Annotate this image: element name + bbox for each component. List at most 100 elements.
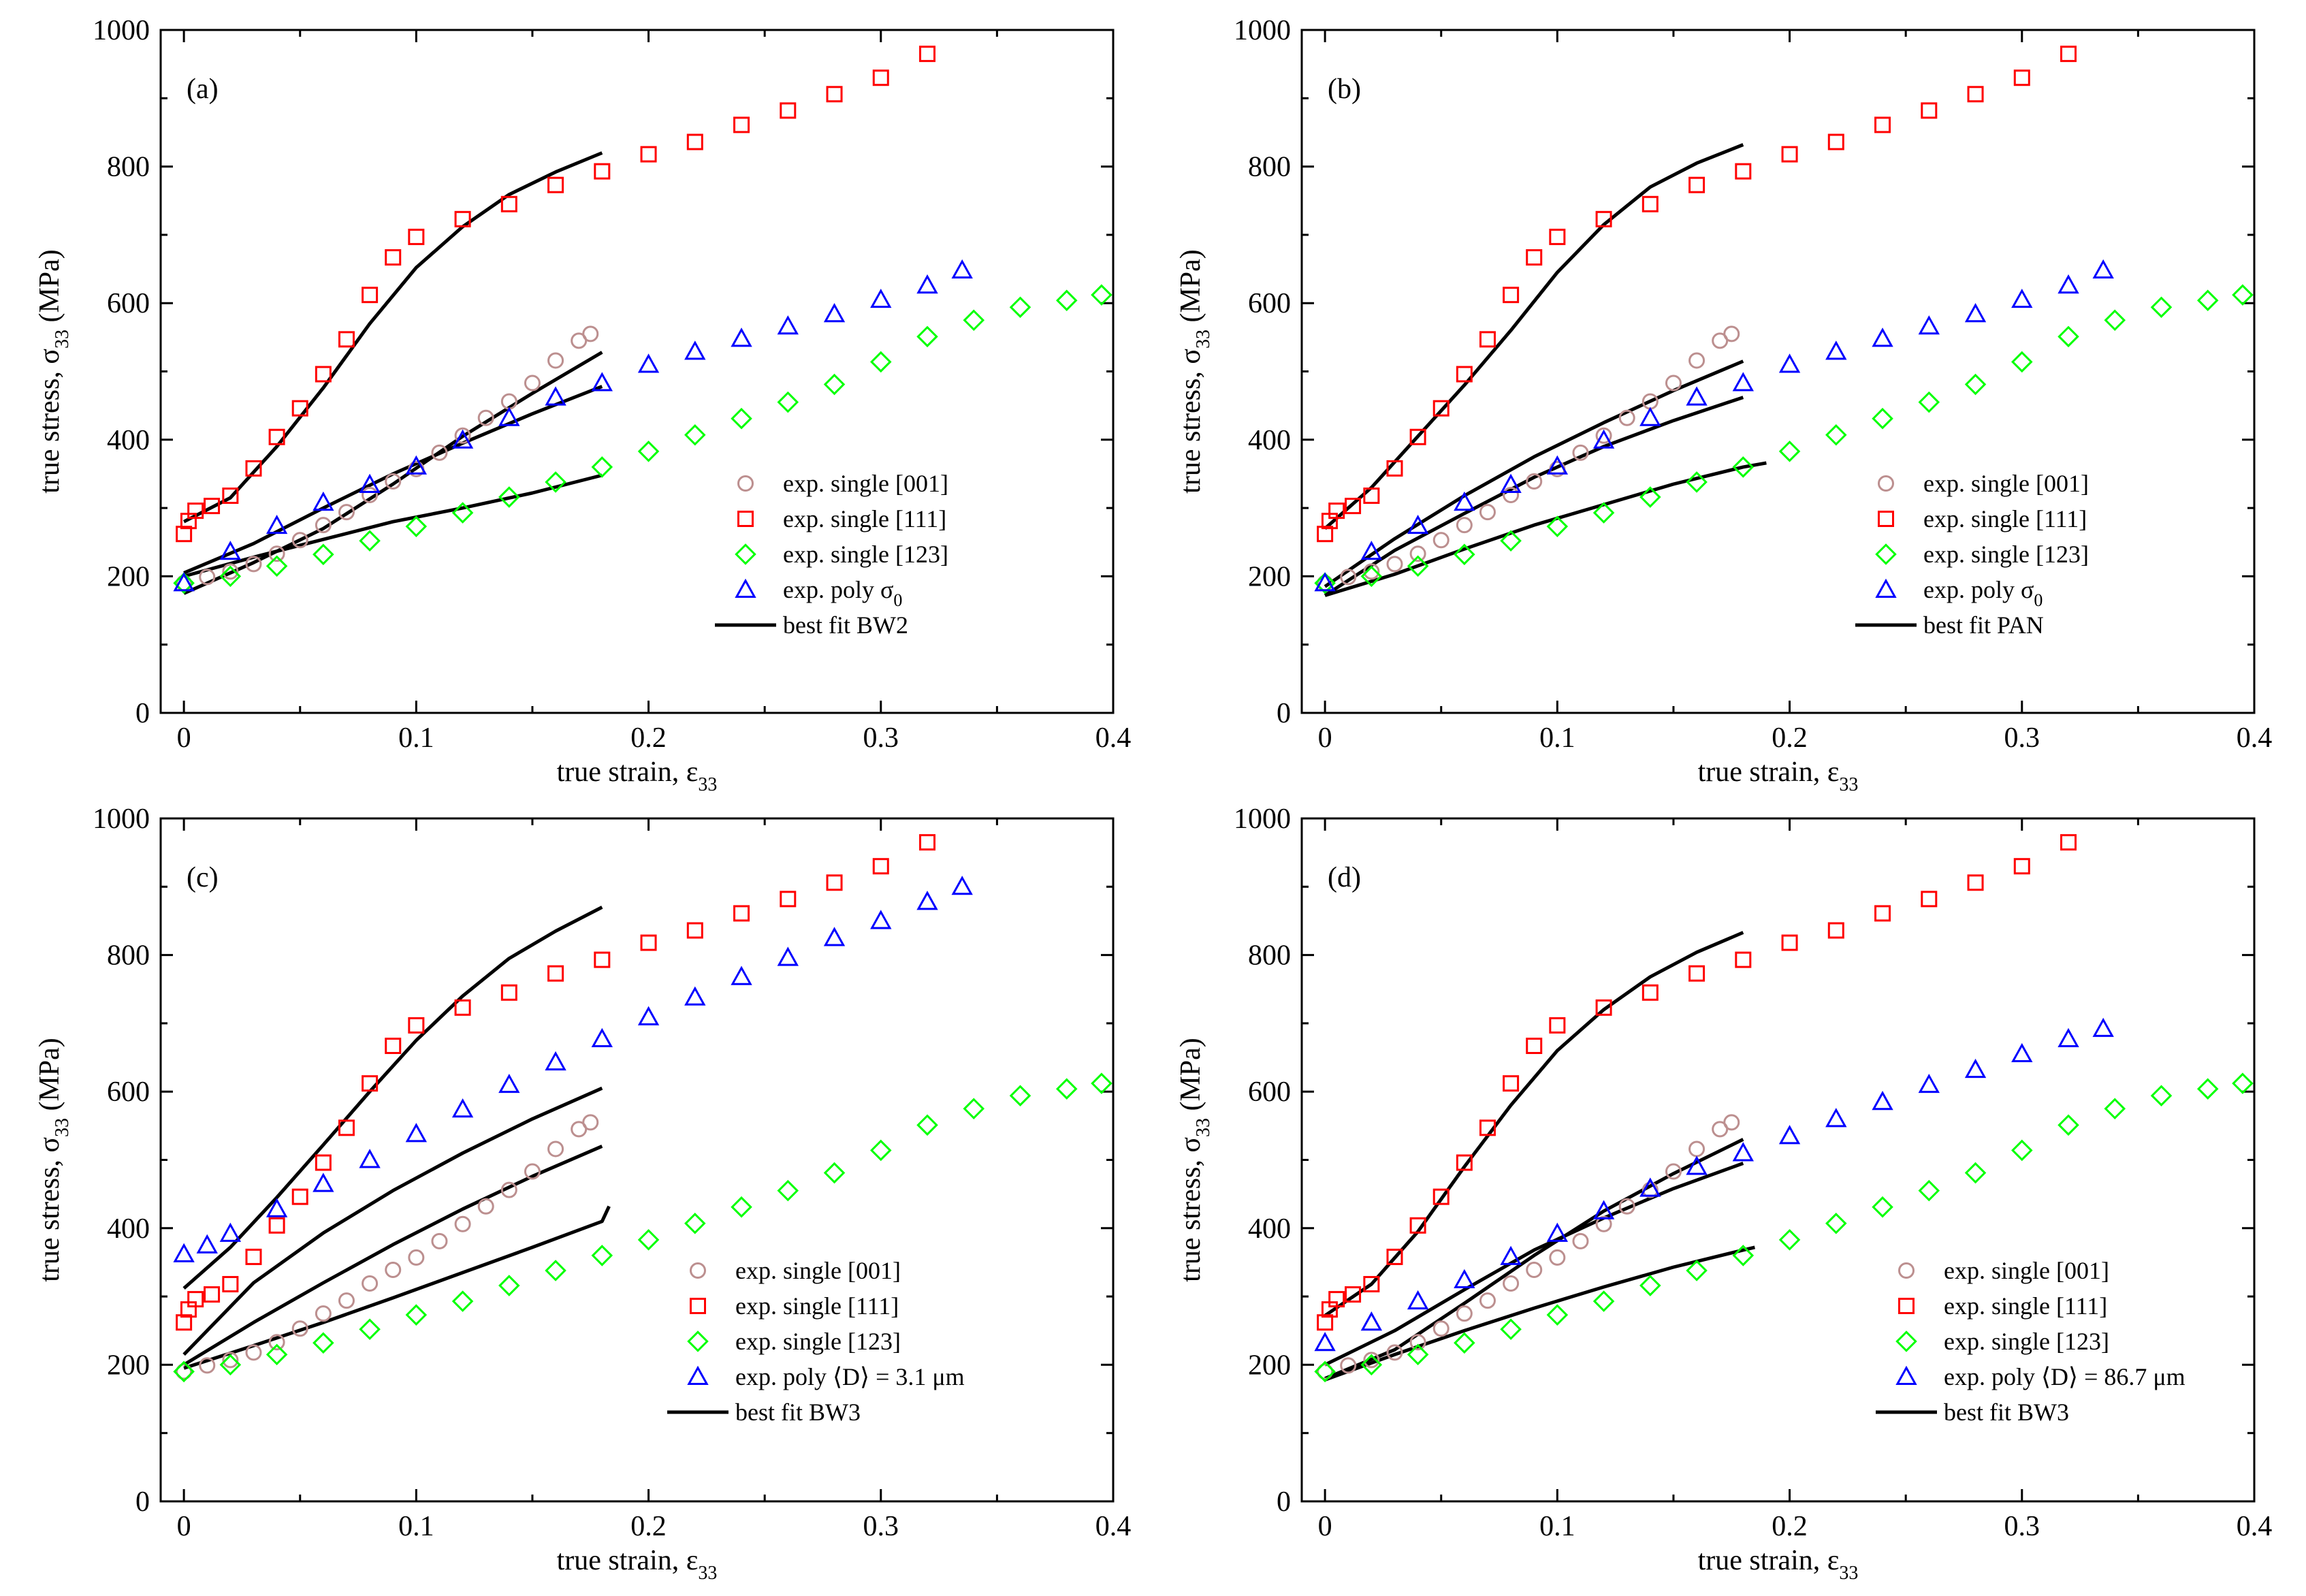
x-axis-label-sub: 33 — [1839, 1563, 1858, 1584]
legend-marker-square — [690, 1298, 706, 1314]
data-point-square — [222, 488, 239, 505]
legend-label-text: exp. poly σ — [783, 576, 893, 603]
x-tick-label: 0.3 — [2004, 1511, 2040, 1542]
data-point-triangle — [1964, 303, 1987, 323]
data-point-circle — [1618, 409, 1635, 426]
data-point-diamond — [870, 351, 892, 373]
y-axis-label-unit: (MPa) — [34, 1038, 65, 1118]
data-point-square — [2013, 69, 2030, 86]
legend-label: exp. single [111] — [783, 505, 946, 532]
data-point-square — [1345, 498, 1362, 515]
data-point-square — [1781, 934, 1798, 951]
data-point-triangle — [1546, 455, 1569, 475]
data-point-square — [547, 965, 564, 982]
data-point-circle — [454, 427, 471, 444]
data-point-diamond — [1686, 471, 1708, 493]
chart-panel-0: 0 0.1 0.2 0.3 0.4 0 200 400 600 800 1000 true strai… — [34, 15, 1131, 795]
x-tick-label: 0.1 — [398, 1511, 434, 1542]
legend-label-text: exp. single [111] — [735, 1292, 899, 1320]
x-tick-label: 0.1 — [1539, 722, 1575, 754]
data-point-circle — [1386, 1344, 1403, 1361]
data-point-triangle — [1500, 1245, 1522, 1265]
data-point-square — [2060, 46, 2077, 63]
data-point-diamond — [1091, 1072, 1112, 1094]
legend-marker-circle — [1878, 475, 1894, 492]
data-point-triangle — [916, 274, 938, 294]
legend-label-text: exp. single [001] — [1944, 1257, 2109, 1284]
data-point-diamond — [637, 1229, 660, 1251]
data-point-circle — [1503, 487, 1520, 504]
data-point-square — [1921, 891, 1938, 908]
data-point-square — [1317, 526, 1334, 543]
data-point-circle — [582, 1114, 599, 1131]
legend-label-text: exp. single [001] — [783, 470, 948, 497]
y-tick-label: 800 — [107, 940, 150, 972]
y-tick-label: 400 — [1248, 425, 1291, 456]
legend-label: exp. poly σ0 — [783, 576, 902, 610]
y-tick-label: 1000 — [93, 15, 150, 46]
data-point-square — [1409, 428, 1426, 445]
y-axis-label-main: true stress, σ — [34, 349, 65, 494]
x-tick-label: 0.2 — [630, 722, 667, 754]
data-point-diamond — [1872, 1196, 1893, 1218]
data-point-triangle — [219, 1222, 242, 1242]
data-point-triangle — [1918, 1073, 1940, 1094]
data-point-circle — [338, 1292, 355, 1309]
legend-marker-diamond — [1895, 1330, 1917, 1352]
data-point-triangle — [359, 1149, 381, 1168]
data-point-triangle — [1360, 1311, 1383, 1331]
data-point-diamond — [1407, 1343, 1429, 1366]
data-point-diamond — [637, 441, 660, 462]
data-point-triangle — [1825, 340, 1847, 360]
data-point-square — [1827, 922, 1844, 939]
y-axis-label-main: true stress, σ — [1175, 1137, 1206, 1282]
data-point-diamond — [1686, 1260, 1708, 1281]
y-tick-label: 400 — [1248, 1213, 1291, 1245]
data-point-circle — [362, 1275, 379, 1292]
legend-label-text: exp. poly ⟨D⟩ = 86.7 μm — [1944, 1363, 2185, 1390]
legend-label: best fit BW2 — [783, 611, 908, 639]
x-axis-label: true strain, ε33 — [1698, 756, 1859, 795]
data-point-square — [500, 984, 517, 1001]
data-point-triangle — [405, 455, 428, 475]
y-tick-label: 800 — [1248, 152, 1291, 183]
panel-label: (d) — [1328, 862, 1361, 893]
data-point-diamond — [405, 1304, 428, 1326]
data-point-diamond — [2011, 1139, 2033, 1162]
data-point-square — [1386, 460, 1403, 477]
data-point-diamond — [1009, 1085, 1031, 1106]
data-point-triangle — [1778, 1125, 1801, 1145]
data-point-circle — [582, 325, 599, 342]
data-point-triangle — [1964, 1058, 1987, 1079]
data-point-diamond — [2011, 351, 2033, 373]
data-point-triangle — [1407, 1290, 1429, 1310]
data-point-square — [1409, 1217, 1426, 1234]
series-diamond — [1314, 284, 2254, 594]
data-point-triangle — [498, 406, 520, 426]
legend-marker-triangle — [1875, 578, 1897, 598]
data-point-triangle — [451, 429, 474, 449]
data-point-square — [187, 1291, 204, 1308]
y-tick-label: 600 — [107, 288, 150, 319]
legend-label: best fit BW3 — [735, 1399, 861, 1426]
data-point-diamond — [266, 1343, 288, 1366]
data-point-diamond — [219, 565, 242, 588]
data-point-circle — [477, 409, 494, 426]
data-point-diamond — [1825, 1213, 1847, 1234]
y-tick-label: 600 — [107, 1076, 150, 1108]
data-point-diamond — [2150, 296, 2173, 318]
data-point-triangle — [1314, 572, 1336, 592]
data-point-diamond — [1592, 1290, 1615, 1312]
data-point-circle — [524, 1163, 541, 1180]
best-fit-curve-0 — [1324, 931, 1744, 1318]
data-point-triangle — [1686, 386, 1708, 406]
y-tick-label: 200 — [107, 1350, 150, 1381]
best-fit-curve-2 — [182, 1145, 603, 1367]
data-point-diamond — [1732, 456, 1755, 478]
data-point-square — [1921, 102, 1938, 119]
data-point-diamond — [1778, 1229, 1801, 1251]
data-point-square — [780, 102, 797, 119]
data-point-square — [1363, 488, 1380, 505]
data-point-triangle — [1314, 1332, 1336, 1352]
series-diamond — [173, 1072, 1112, 1383]
